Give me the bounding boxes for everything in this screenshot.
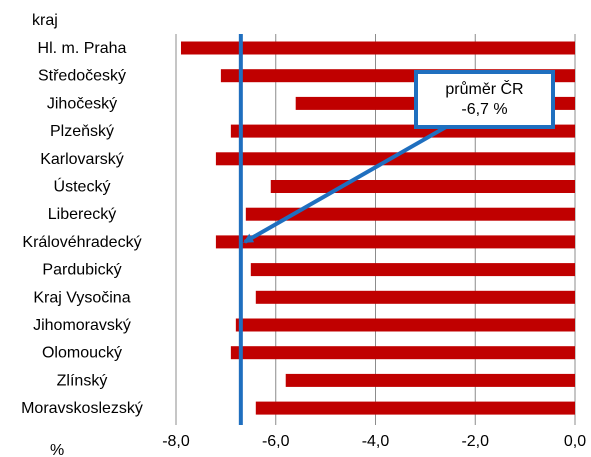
average-callout-box — [414, 70, 555, 129]
category-label: Olomoucký — [42, 345, 122, 362]
category-label: Zlínský — [57, 372, 108, 389]
bar-6 — [245, 207, 575, 221]
category-label: Jihočeský — [47, 95, 117, 112]
x-tick-label: -2,0 — [461, 433, 489, 450]
category-label: Středočeský — [38, 68, 126, 85]
bar-8 — [250, 263, 575, 277]
category-label: Liberecký — [48, 206, 116, 223]
category-axis-title: kraj — [32, 12, 58, 29]
bar-12 — [285, 373, 575, 387]
bar-5 — [270, 180, 575, 193]
average-callout-label: průměr ČR — [445, 79, 523, 98]
category-label: Pardubický — [42, 262, 121, 279]
callout-arrow — [243, 125, 447, 244]
x-tick-label: -4,0 — [362, 433, 390, 450]
x-tick-label: -6,0 — [262, 433, 290, 450]
category-label: Kraj Vysočina — [33, 289, 130, 306]
category-label: Jihomoravský — [33, 317, 131, 334]
average-reference: průměr ČR -6,7 % — [238, 34, 555, 425]
bar-4 — [215, 152, 575, 166]
category-label: Hl. m. Praha — [38, 40, 127, 57]
category-label: Ústecký — [54, 177, 111, 196]
category-label: Královéhradecký — [22, 234, 141, 251]
bar-0 — [180, 41, 576, 55]
value-axis-unit: % — [50, 442, 64, 457]
x-tick-label: -8,0 — [162, 433, 190, 450]
bar-9 — [255, 290, 576, 304]
bar-13 — [255, 401, 576, 415]
category-labels: Hl. m. Praha Středočeský Jihočeský Plzeňský… — [21, 40, 143, 417]
category-label: Plzeňský — [50, 123, 114, 140]
bar-10 — [235, 318, 575, 332]
x-tick-labels: -8,0 -6,0 -4,0 -2,0 0,0 — [162, 433, 586, 450]
category-label: Moravskoslezský — [21, 400, 143, 417]
category-label: Karlovarský — [40, 151, 124, 168]
bar-7 — [215, 235, 575, 249]
x-tick-label: 0,0 — [564, 433, 586, 450]
average-callout-value: -6,7 % — [461, 101, 507, 118]
bar-11 — [230, 346, 576, 360]
